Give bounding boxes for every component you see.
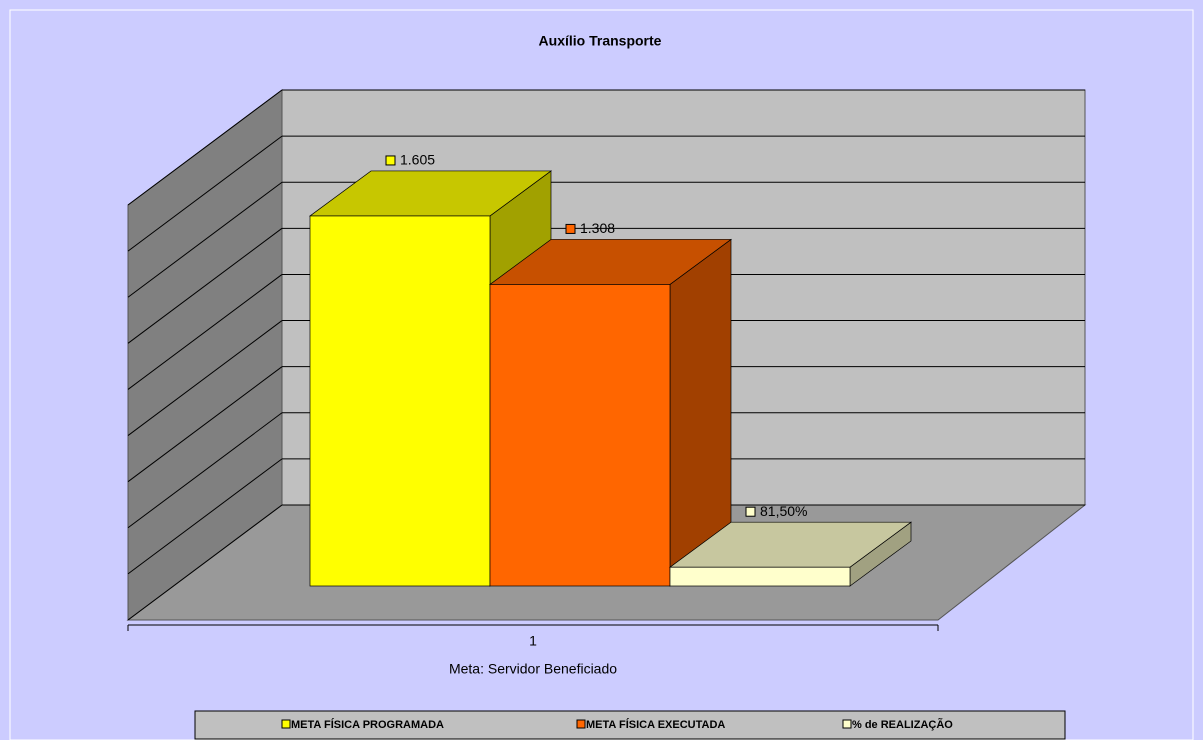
chart-title: Auxílio Transporte bbox=[539, 33, 662, 49]
value-label: 1.308 bbox=[580, 220, 615, 236]
side-grid-line bbox=[127, 366, 283, 483]
legend-label: % de REALIZAÇÃO bbox=[852, 718, 953, 731]
legend-label: META FÍSICA EXECUTADA bbox=[586, 718, 725, 731]
side-grid-line bbox=[127, 89, 283, 206]
bar bbox=[669, 566, 851, 587]
side-grid-line bbox=[127, 458, 283, 575]
x-tick-label: 1 bbox=[529, 633, 537, 649]
legend bbox=[194, 710, 1066, 740]
bar bbox=[309, 215, 491, 587]
side-grid-line bbox=[127, 504, 283, 621]
legend-marker bbox=[576, 719, 586, 729]
legend-marker bbox=[842, 719, 852, 729]
legend-label: META FÍSICA PROGRAMADA bbox=[291, 718, 444, 731]
value-label-marker bbox=[565, 223, 576, 234]
value-label-marker bbox=[745, 506, 756, 517]
side-grid-line bbox=[127, 181, 283, 298]
side-grid-line bbox=[127, 274, 283, 390]
side-grid-line bbox=[127, 227, 283, 344]
bar bbox=[489, 284, 671, 587]
legend-marker bbox=[281, 719, 291, 729]
value-label-marker bbox=[385, 155, 396, 166]
side-grid-line bbox=[127, 320, 283, 436]
side-grid-line bbox=[127, 412, 283, 529]
x-axis-title: Meta: Servidor Beneficiado bbox=[449, 661, 617, 677]
value-label: 81,50% bbox=[760, 503, 807, 519]
value-label: 1.605 bbox=[400, 152, 435, 168]
side-grid-line bbox=[127, 135, 283, 252]
